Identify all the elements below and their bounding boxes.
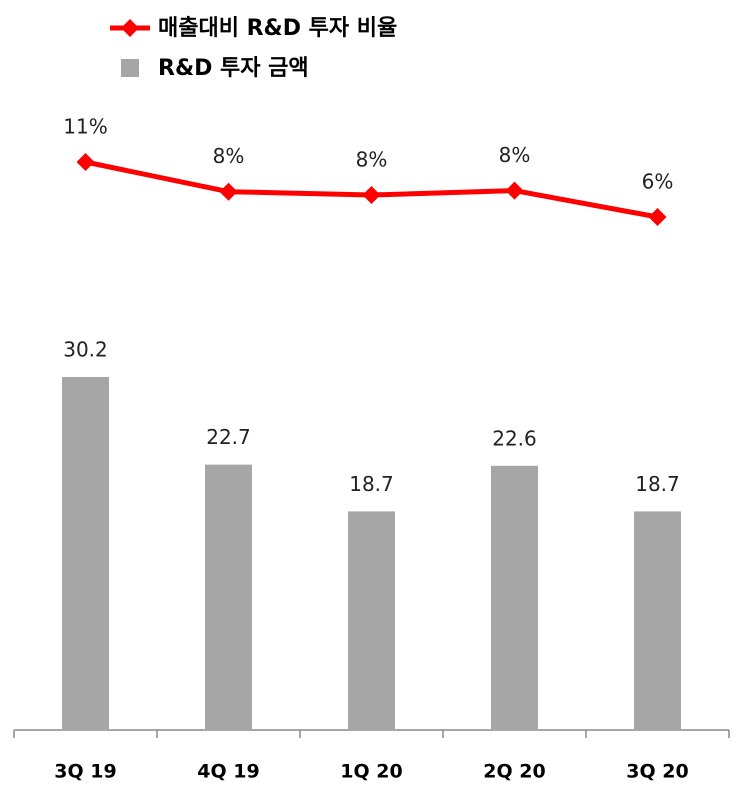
data-label: 30.2	[63, 337, 108, 361]
data-label: 6%	[642, 170, 674, 194]
legend: 매출대비 R&D 투자 비율 R&D 투자 금액	[110, 16, 397, 81]
data-label: 8%	[499, 143, 531, 167]
data-label: 18.7	[349, 472, 394, 496]
legend-label: 매출대비 R&D 투자 비율	[158, 16, 397, 41]
legend-label: R&D 투자 금액	[158, 56, 309, 81]
data-label: 8%	[356, 148, 388, 172]
line-marker	[219, 182, 238, 201]
data-label: 11%	[63, 115, 107, 139]
line-marker	[76, 153, 95, 171]
x-tick-label: 2Q 20	[483, 761, 545, 783]
line-marker	[648, 208, 667, 226]
data-label: 22.7	[206, 425, 251, 449]
bar	[348, 511, 395, 730]
line-marker	[362, 186, 381, 204]
bar	[62, 376, 109, 730]
x-tick-label: 3Q 19	[54, 761, 116, 783]
x-tick-label: 4Q 19	[197, 761, 259, 783]
legend-marker	[121, 19, 139, 37]
x-tick-label: 3Q 20	[626, 761, 688, 783]
x-tick-label: 1Q 20	[340, 761, 402, 783]
legend-swatch	[121, 59, 139, 77]
bar	[205, 464, 252, 730]
data-label: 22.6	[492, 426, 537, 450]
data-label: 18.7	[635, 472, 680, 496]
bar	[634, 511, 681, 730]
data-label: 8%	[213, 144, 245, 168]
line-marker	[505, 181, 524, 200]
bar	[491, 465, 538, 730]
